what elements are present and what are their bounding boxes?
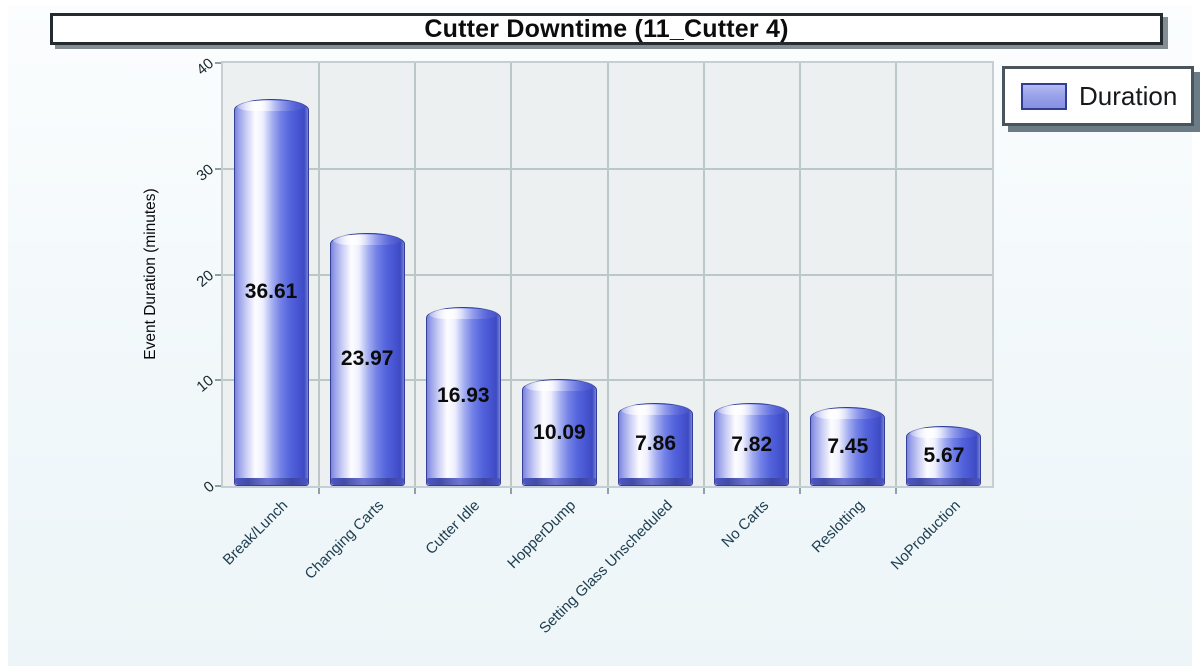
gridline-vertical-6	[798, 63, 801, 486]
chart-title: Cutter Downtime (11_Cutter 4)	[424, 14, 789, 43]
x-axis-label-reslotting: Reslotting	[808, 497, 868, 557]
x-axis-label-cutter-idle: Cutter Idle	[422, 497, 484, 558]
bar-value-label: 36.61	[244, 280, 298, 304]
x-axis-label-noproduction: NoProduction	[887, 497, 964, 574]
gridline-vertical-2	[414, 63, 417, 486]
chart-title-bar: Cutter Downtime (11_Cutter 4)	[50, 13, 1163, 45]
gridline-vertical-3	[510, 63, 513, 486]
bar-value-label: 16.93	[437, 384, 490, 408]
gridline-vertical-1	[318, 63, 321, 486]
bar-value-label: 5.67	[923, 444, 965, 468]
x-tickmark-7	[894, 488, 897, 494]
bar-setting-glass-unscheduled[interactable]: 7.86	[618, 402, 694, 486]
bar-break-lunch[interactable]: 36.61	[233, 98, 309, 486]
chart-canvas: Cutter Downtime (11_Cutter 4) Event Dura…	[8, 5, 1194, 666]
bar-no-carts[interactable]: 7.82	[714, 403, 790, 486]
bar-changing-carts[interactable]: 23.97	[329, 232, 405, 486]
y-axis-label-0: 0	[200, 477, 218, 497]
x-tickmark-5	[702, 488, 705, 494]
bar-cutter-idle[interactable]: 16.93	[425, 306, 501, 486]
y-tickmark-0	[215, 485, 221, 487]
y-tickmark-10	[215, 379, 221, 382]
gridline-vertical-5	[702, 63, 705, 486]
y-axis-title: Event Duration (minutes)	[142, 188, 159, 360]
x-axis-label-hopperdump: HopperDump	[504, 497, 580, 573]
bar-noproduction[interactable]: 5.67	[906, 426, 982, 486]
bar-reslotting[interactable]: 7.45	[810, 407, 886, 486]
x-tickmark-2	[414, 488, 417, 494]
y-axis-label-40: 40	[193, 54, 218, 79]
y-axis-label-10: 10	[193, 372, 218, 396]
y-tickmark-30	[215, 167, 221, 170]
bar-hopperdump[interactable]: 10.09	[521, 379, 597, 486]
bar-value-label: 10.09	[533, 420, 586, 444]
bar-value-label: 7.45	[827, 434, 869, 458]
x-tickmark-1	[318, 488, 321, 494]
gridline-vertical-7	[894, 63, 897, 486]
bar-value-label: 7.82	[731, 432, 773, 456]
x-tickmark-3	[510, 488, 513, 494]
x-axis-label-break-lunch: Break/Lunch	[219, 497, 292, 569]
y-axis-label-30: 30	[193, 160, 218, 185]
y-tickmark-40	[215, 62, 221, 64]
y-tickmark-20	[215, 273, 221, 276]
legend-swatch-duration	[1021, 82, 1067, 110]
bar-value-label: 23.97	[340, 347, 394, 371]
bar-value-label: 7.86	[635, 432, 676, 456]
x-axis-label-no-carts: No Carts	[717, 497, 772, 551]
x-tickmark-4	[606, 488, 609, 494]
plot-area: 36.61 23.97 16.93 10.09 7.86 7.82 7.45 5.67	[221, 61, 994, 488]
legend[interactable]: Duration	[1002, 66, 1194, 126]
legend-label: Duration	[1079, 80, 1178, 111]
x-axis-label-changing-carts: Changing Carts	[301, 497, 388, 583]
gridline-vertical-4	[606, 63, 609, 486]
x-tickmark-6	[798, 488, 801, 494]
y-axis-label-20: 20	[193, 266, 218, 291]
